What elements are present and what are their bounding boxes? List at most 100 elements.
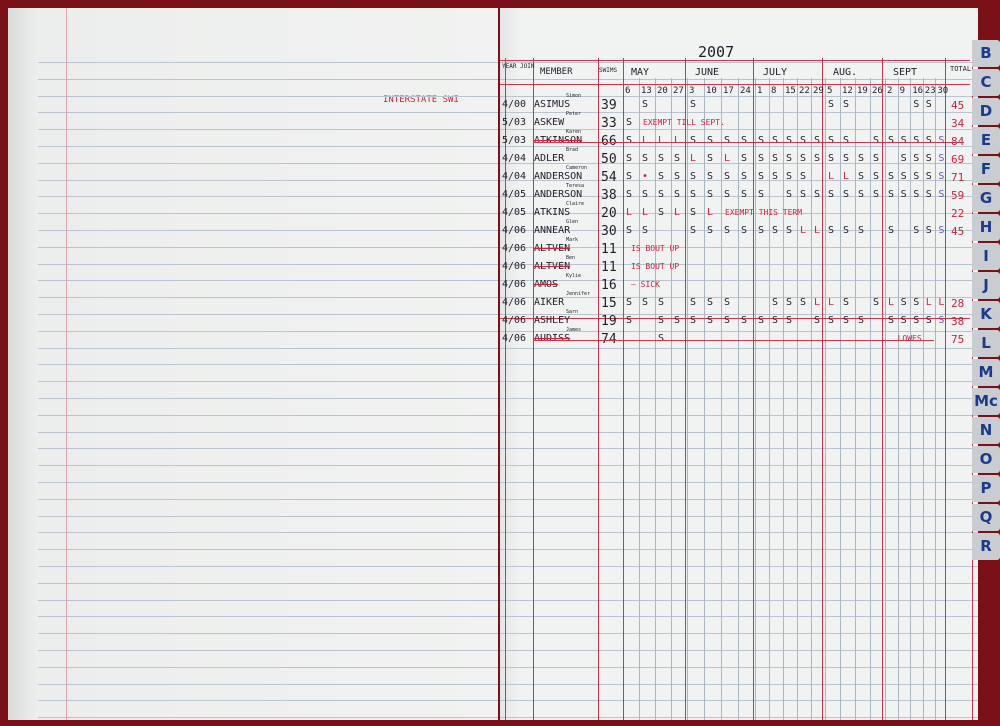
index-tab[interactable]: B: [972, 40, 1000, 67]
grid-line: [897, 78, 899, 720]
attendance-mark: S: [913, 189, 920, 200]
grid-line: [825, 78, 826, 720]
attendance-mark: S: [800, 135, 807, 146]
index-tab[interactable]: C: [972, 69, 1000, 96]
left-page: INTERSTATE SWI: [8, 8, 498, 720]
ruled-line: [500, 549, 978, 551]
attendance-mark: S: [828, 99, 835, 110]
ruled-line: [500, 162, 978, 164]
ruled-line: [38, 398, 498, 399]
index-tab[interactable]: G: [972, 185, 1000, 212]
ruled-line: [38, 666, 498, 668]
grid-line: [885, 78, 886, 720]
attendance-mark: S: [626, 315, 633, 326]
index-tab[interactable]: L: [972, 330, 1000, 357]
member-first-name: Cameron: [566, 165, 588, 171]
month-header: MAY: [631, 67, 650, 78]
attendance-mark: S: [843, 297, 850, 308]
grid-line: [811, 78, 812, 720]
attendance-mark: L: [800, 225, 807, 236]
row-total: 71: [951, 171, 965, 184]
index-tab[interactable]: Q: [972, 504, 1000, 531]
column-divider: [598, 58, 599, 720]
index-tab[interactable]: D: [972, 98, 1000, 125]
attendance-mark: S: [925, 153, 932, 164]
ruled-line: [500, 263, 978, 265]
attendance-mark: S: [938, 171, 945, 182]
attendance-mark: S: [658, 189, 665, 200]
swims-count: 50: [601, 152, 617, 167]
member-surname: ALTVEN: [534, 261, 571, 272]
index-tab[interactable]: F: [972, 156, 1000, 183]
ruled-line: [38, 549, 498, 551]
attendance-mark: L: [938, 297, 945, 308]
index-tab[interactable]: E: [972, 127, 1000, 154]
row-total: 59: [951, 189, 965, 202]
row-total: 45: [951, 99, 965, 112]
ruled-line: [500, 314, 978, 315]
date-header: 5: [827, 86, 833, 96]
attendance-mark: S: [873, 189, 880, 200]
member-surname: ASIMUS: [534, 99, 571, 110]
attendance-mark: S: [741, 315, 748, 326]
ruled-line: [500, 532, 978, 534]
ruled-line: [38, 683, 498, 685]
grid-line: [935, 78, 937, 720]
attendance-mark: S: [758, 153, 765, 164]
swims-count: 39: [601, 98, 617, 113]
member-first-name: Claire: [566, 201, 585, 207]
attendance-mark: S: [772, 315, 779, 326]
row-total: 34: [951, 117, 965, 130]
ruled-line: [38, 230, 498, 231]
attendance-mark: S: [828, 189, 835, 200]
grid-line: [797, 78, 798, 720]
member-surname: ALTVEN: [534, 243, 571, 254]
member-first-name: Glen: [566, 219, 579, 225]
attendance-mark: L: [658, 135, 665, 146]
join-date: 4/06: [502, 225, 527, 236]
grid-line: [755, 78, 756, 720]
column-divider: [822, 58, 823, 720]
attendance-mark: S: [758, 225, 765, 236]
ruled-line: [38, 78, 498, 80]
row-note: LOWES: [897, 334, 922, 343]
attendance-mark: S: [707, 135, 714, 146]
attendance-mark: S: [800, 153, 807, 164]
index-tab[interactable]: Mc: [972, 388, 1000, 415]
index-tab[interactable]: R: [972, 533, 1000, 560]
join-date: 5/03: [502, 117, 527, 128]
index-tab[interactable]: M: [972, 359, 1000, 386]
index-tab[interactable]: I: [972, 243, 1000, 270]
join-date: 4/06: [502, 315, 527, 326]
attendance-mark: S: [873, 135, 880, 146]
ruled-line: [500, 599, 978, 601]
attendance-mark: S: [858, 315, 865, 326]
ruled-line: [500, 230, 978, 231]
attendance-mark: S: [900, 189, 907, 200]
index-tab[interactable]: H: [972, 214, 1000, 241]
member-first-name: Brad: [566, 147, 579, 153]
index-tab[interactable]: P: [972, 475, 1000, 502]
attendance-mark: S: [913, 135, 920, 146]
index-tab[interactable]: O: [972, 446, 1000, 473]
index-tab[interactable]: N: [972, 417, 1000, 444]
attendance-mark: S: [658, 153, 665, 164]
attendance-mark: S: [938, 315, 945, 326]
ruled-line: [38, 364, 498, 366]
grid-line: [721, 78, 722, 720]
attendance-mark: S: [626, 171, 633, 182]
swims-count: 74: [601, 332, 617, 347]
join-date: 4/04: [502, 171, 527, 182]
attendance-mark: S: [724, 225, 731, 236]
date-header: 30: [937, 86, 949, 96]
attendance-mark: S: [724, 315, 731, 326]
row-note: IS BOUT UP: [631, 262, 680, 271]
attendance-mark: S: [913, 315, 920, 326]
attendance-mark: S: [690, 297, 697, 308]
ruled-line: [38, 633, 498, 635]
ruled-line: [500, 95, 978, 97]
ruled-line: [500, 683, 978, 685]
index-tab[interactable]: J: [972, 272, 1000, 299]
index-tab[interactable]: K: [972, 301, 1000, 328]
ruled-line: [38, 297, 498, 299]
